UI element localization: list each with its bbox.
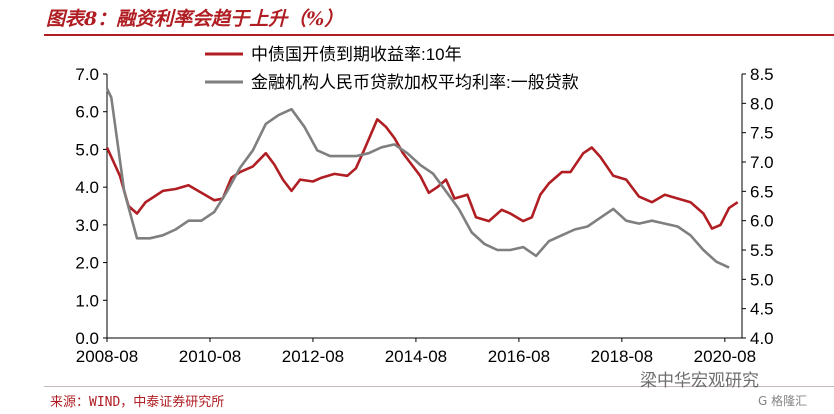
title-rule — [44, 34, 834, 36]
right-tick-label: 6.0 — [750, 212, 774, 231]
x-tick-label: 2012-08 — [282, 347, 344, 366]
title-bar: 图表8：融资利率会趋于上升（%） — [0, 0, 834, 36]
x-tick-label: 2010-08 — [179, 347, 241, 366]
x-tick-label: 2008-08 — [76, 347, 138, 366]
right-tick-label: 6.5 — [750, 182, 774, 201]
legend-label-loan-rate: 金融机构人民币贷款加权平均利率:一般贷款 — [251, 73, 579, 92]
source-rule — [44, 386, 834, 387]
series-line-loan-rate — [105, 88, 730, 269]
left-tick-label: 0.0 — [75, 329, 99, 348]
figure-title: 图表8：融资利率会趋于上升（%） — [46, 8, 344, 30]
right-tick-label: 5.5 — [750, 241, 774, 260]
watermark: 梁中华宏观研究 — [640, 371, 759, 391]
left-tick-label: 4.0 — [75, 178, 99, 197]
x-tick-label: 2020-08 — [694, 347, 756, 366]
right-tick-label: 8.0 — [750, 94, 774, 113]
right-tick-label: 8.5 — [750, 65, 774, 84]
legend-label-cdb-yield: 中债国开债到期收益率:10年 — [251, 45, 462, 64]
line-chart: 0.0 1.0 2.0 3.0 4.0 5.0 6.0 7.0 4.0 4.5 5.0 5.5 6.0 6… — [75, 45, 773, 366]
source-note: 来源：WIND，中泰证券研究所 — [50, 395, 225, 410]
left-tick-label: 6.0 — [75, 103, 99, 122]
left-tick-label: 2.0 — [75, 254, 99, 273]
right-tick-label: 4.0 — [750, 329, 774, 348]
series-line-cdb-yield — [105, 118, 739, 230]
right-tick-label: 5.0 — [750, 270, 774, 289]
chart-lines — [105, 88, 739, 269]
left-tick-label: 1.0 — [75, 291, 99, 310]
watermark-sub: G 格隆汇 — [758, 394, 808, 408]
right-tick-label: 7.5 — [750, 124, 774, 143]
x-tick-label: 2014-08 — [385, 347, 447, 366]
left-tick-label: 3.0 — [75, 216, 99, 235]
left-tick-label: 7.0 — [75, 65, 99, 84]
left-tick-label: 5.0 — [75, 140, 99, 159]
right-tick-label: 7.0 — [750, 153, 774, 172]
right-tick-label: 4.5 — [750, 300, 774, 319]
x-tick-label: 2018-08 — [591, 347, 653, 366]
x-tick-label: 2016-08 — [488, 347, 550, 366]
chart-axes: 0.0 1.0 2.0 3.0 4.0 5.0 6.0 7.0 4.0 4.5 5.0 5.5 6.0 6… — [75, 65, 773, 366]
